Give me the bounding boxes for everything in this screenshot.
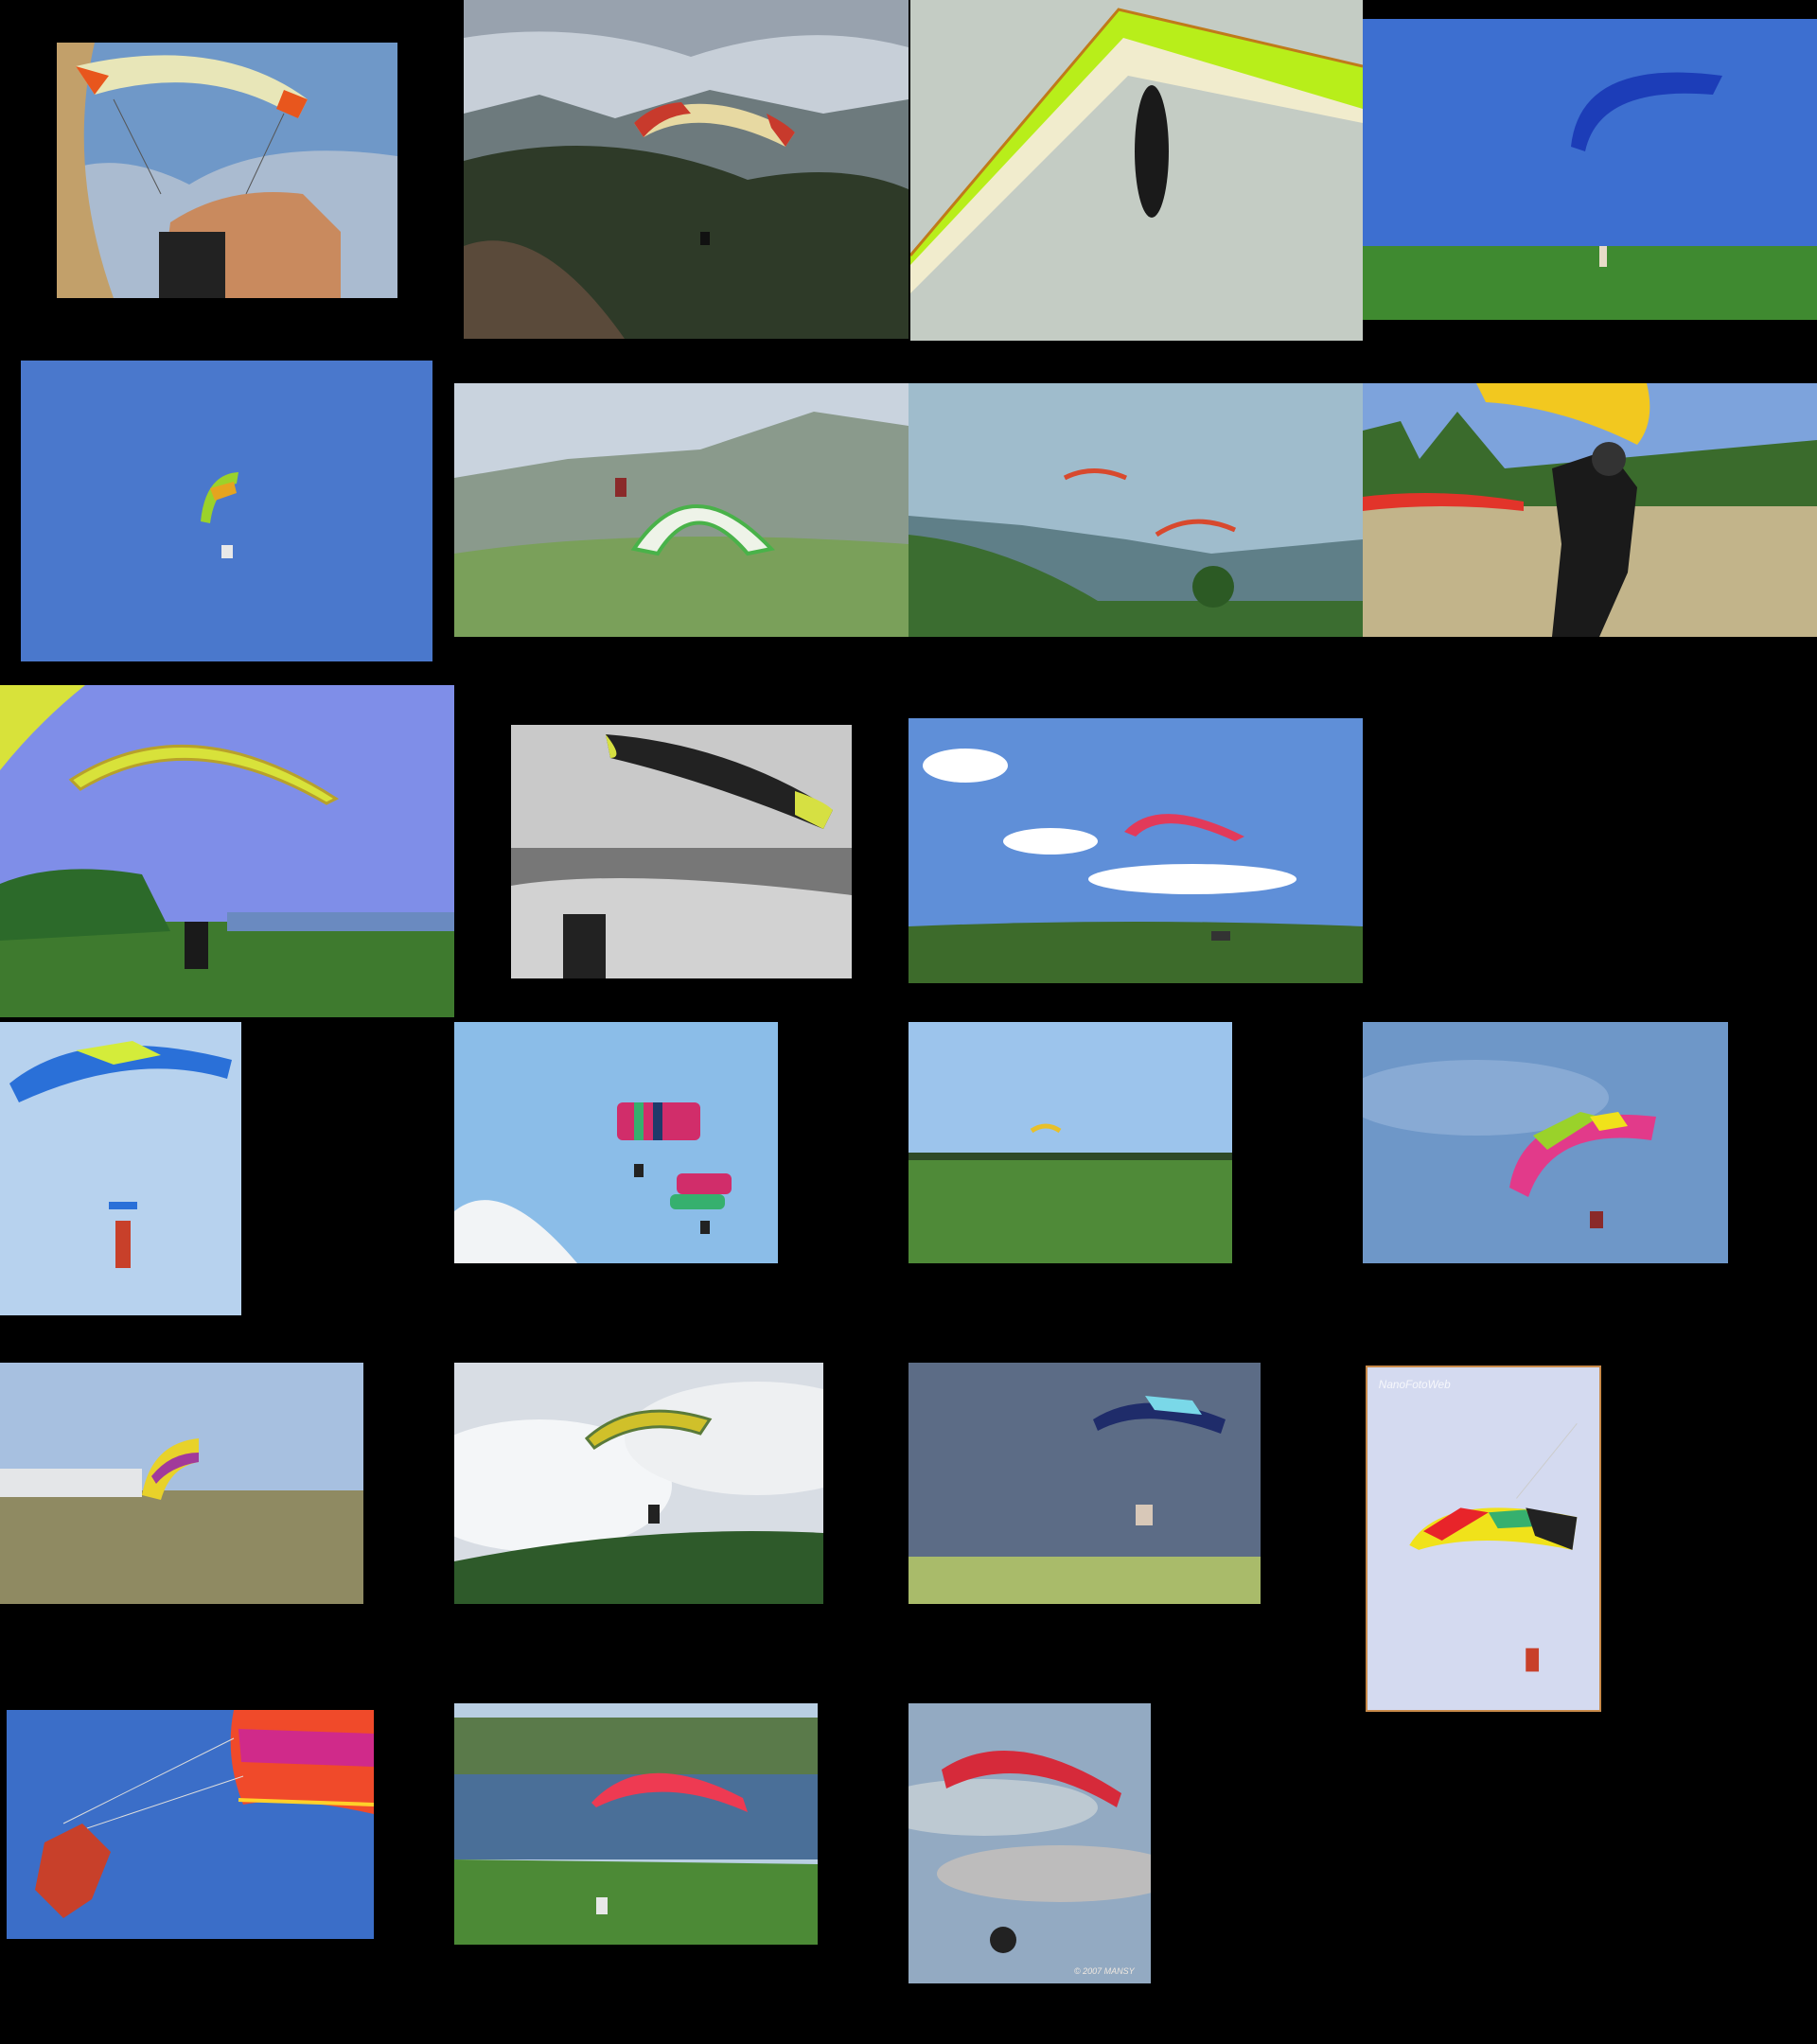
- photo-tile[interactable]: [908, 1022, 1232, 1263]
- yellow-wing-ground-photo: [0, 685, 454, 1017]
- red-wing-paramotor-photo: © 2007 MANSY: [908, 1703, 1151, 1983]
- canopy-hangar-photo: [0, 1363, 363, 1604]
- photo-tile[interactable]: [454, 1363, 823, 1604]
- distant-canopy-photo: [908, 1022, 1232, 1263]
- photo-tile[interactable]: [511, 725, 852, 978]
- hang-glider-photo: [910, 0, 1363, 341]
- photo-tile[interactable]: [464, 0, 908, 339]
- two-paragliders-photo: [908, 383, 1363, 637]
- photo-tile[interactable]: [454, 1022, 778, 1263]
- tandem-canopy-photo: [7, 1710, 374, 1939]
- pov-snow-photo: [511, 725, 852, 978]
- photo-tile[interactable]: [1363, 383, 1817, 637]
- photo-tile[interactable]: [0, 685, 454, 1017]
- photo-tile[interactable]: [908, 718, 1363, 983]
- skydiver-blue-photo: [0, 1022, 241, 1315]
- watermark-text: NanoFotoWeb: [1379, 1378, 1451, 1391]
- photo-tile[interactable]: [454, 1703, 818, 1945]
- photo-tile[interactable]: © 2007 MANSY: [908, 1703, 1151, 1983]
- red-wing-lake-photo: [454, 1703, 818, 1945]
- paraglider-mountain-photo: [464, 0, 908, 339]
- photo-tile[interactable]: NanoFotoWeb: [1366, 1366, 1601, 1712]
- photo-tile[interactable]: [21, 361, 432, 661]
- pilot-launch-photo: [1363, 383, 1817, 637]
- photo-tile[interactable]: [908, 383, 1363, 637]
- photo-tile[interactable]: [1363, 1022, 1728, 1263]
- paraglider-pov-photo: [57, 43, 397, 298]
- photo-tile[interactable]: [910, 0, 1363, 341]
- dark-canopy-photo: [908, 1363, 1261, 1604]
- paraglider-launch-photo: [1363, 19, 1817, 320]
- photo-tile[interactable]: [0, 1363, 363, 1604]
- pink-wing-clouds-photo: [908, 718, 1363, 983]
- photo-tile[interactable]: [1363, 19, 1817, 320]
- rainbow-canopy-photo: [1363, 1022, 1728, 1263]
- photo-tile[interactable]: [454, 383, 908, 637]
- photo-tile[interactable]: [908, 1363, 1261, 1604]
- two-canopies-photo: [454, 1022, 778, 1263]
- watermark-text: © 2007 MANSY: [1074, 1966, 1136, 1976]
- photo-tile[interactable]: [57, 43, 397, 298]
- small-paraglider-photo: [21, 361, 432, 661]
- photo-tile[interactable]: [0, 1022, 241, 1315]
- canopy-trees-photo: [454, 1363, 823, 1604]
- framed-rainbow-canopy-photo: NanoFotoWeb: [1367, 1367, 1599, 1710]
- photo-tile[interactable]: [7, 1710, 374, 1939]
- green-white-wing-photo: [454, 383, 908, 637]
